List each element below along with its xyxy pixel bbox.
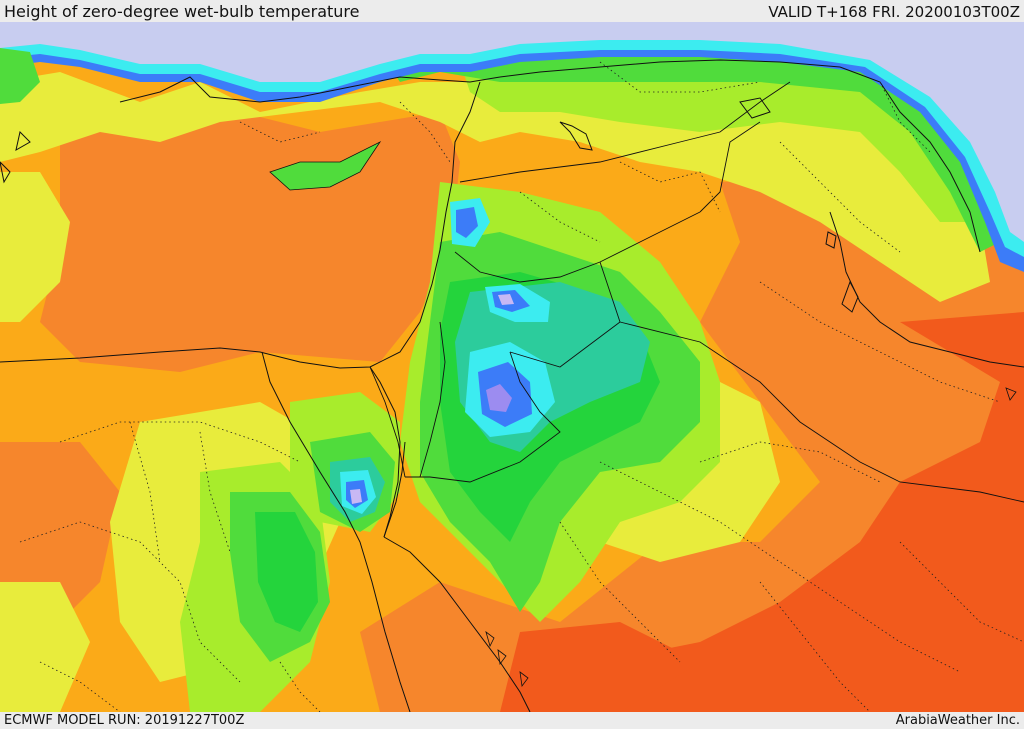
yellow-band-west [0,172,70,322]
model-run: ECMWF MODEL RUN: 20191227T00Z [4,713,245,728]
header-bar: Height of zero-degree wet-bulb temperatu… [0,0,1024,22]
bright-green-egypt [255,512,318,632]
lime-north [460,52,980,222]
med-sea-field [40,102,460,372]
red-field-2 [500,622,700,712]
credit-label: ArabiaWeather Inc. [895,713,1020,728]
map-title: Height of zero-degree wet-bulb temperatu… [4,2,360,21]
sea-green-west [0,48,40,104]
weather-map [0,22,1024,712]
coastlines [0,59,1024,712]
yellow-south-west [0,582,90,712]
country-borders [369,81,1024,503]
admin-borders [19,61,1024,712]
red-field [560,312,1024,712]
cyprus-outline [269,140,382,191]
valid-time: VALID T+168 FRI. 20200103T00Z [768,3,1020,21]
blue-lebanon [456,207,478,238]
violet-sinai [350,489,362,504]
footer-bar: ECMWF MODEL RUN: 20191227T00Z ArabiaWeat… [0,712,1024,729]
violet-north-jordan [498,294,514,305]
islands [485,387,1017,688]
map-canvas [0,22,1024,712]
violet-jordan [486,384,512,412]
black-sea [0,22,1024,242]
